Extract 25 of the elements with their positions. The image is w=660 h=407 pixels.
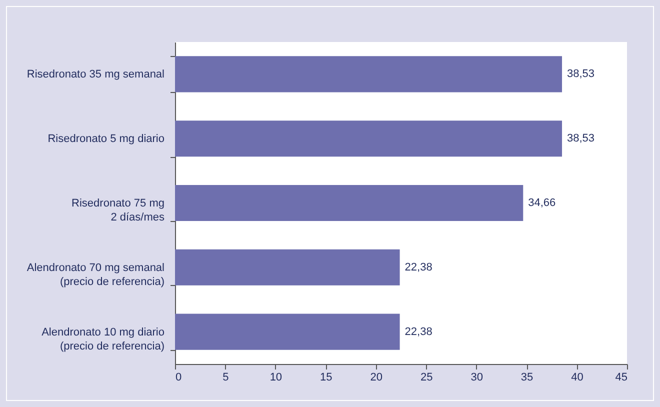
bar (175, 249, 400, 286)
y-tick-label: Risedronato 35 mg semanal (26, 68, 164, 81)
data-label: 22,38 (404, 261, 432, 274)
data-label: 38,53 (567, 68, 595, 80)
x-tick-label: 5 (222, 372, 229, 384)
data-label: 38,53 (567, 132, 595, 145)
data-label: 34,66 (528, 197, 556, 209)
x-tick-label: 30 (470, 372, 483, 384)
x-tick-label: 25 (420, 372, 433, 384)
bar (175, 184, 524, 222)
y-tick-label: Risedronato 75 mg 2 días/mes (72, 198, 165, 224)
y-tick-label: Alendronato 70 mg semanal (precio de referencia) (26, 262, 164, 288)
x-tick-label: 0 (176, 372, 182, 384)
x-tick-label: 10 (270, 372, 282, 384)
data-label: 22,38 (404, 326, 432, 338)
x-tick-label: 40 (571, 372, 584, 384)
y-tick-label: Risedronato 5 mg diario (48, 133, 164, 146)
x-tick-label: 35 (520, 372, 534, 384)
x-tick-label: 45 (615, 372, 628, 384)
x-tick-label: 15 (320, 372, 332, 384)
bar (175, 120, 562, 157)
y-tick-label: Alendronato 10 mg diario (precio de referencia) (42, 326, 164, 352)
bar (175, 56, 562, 92)
x-tick-label: 20 (370, 372, 383, 384)
bar (175, 314, 400, 350)
